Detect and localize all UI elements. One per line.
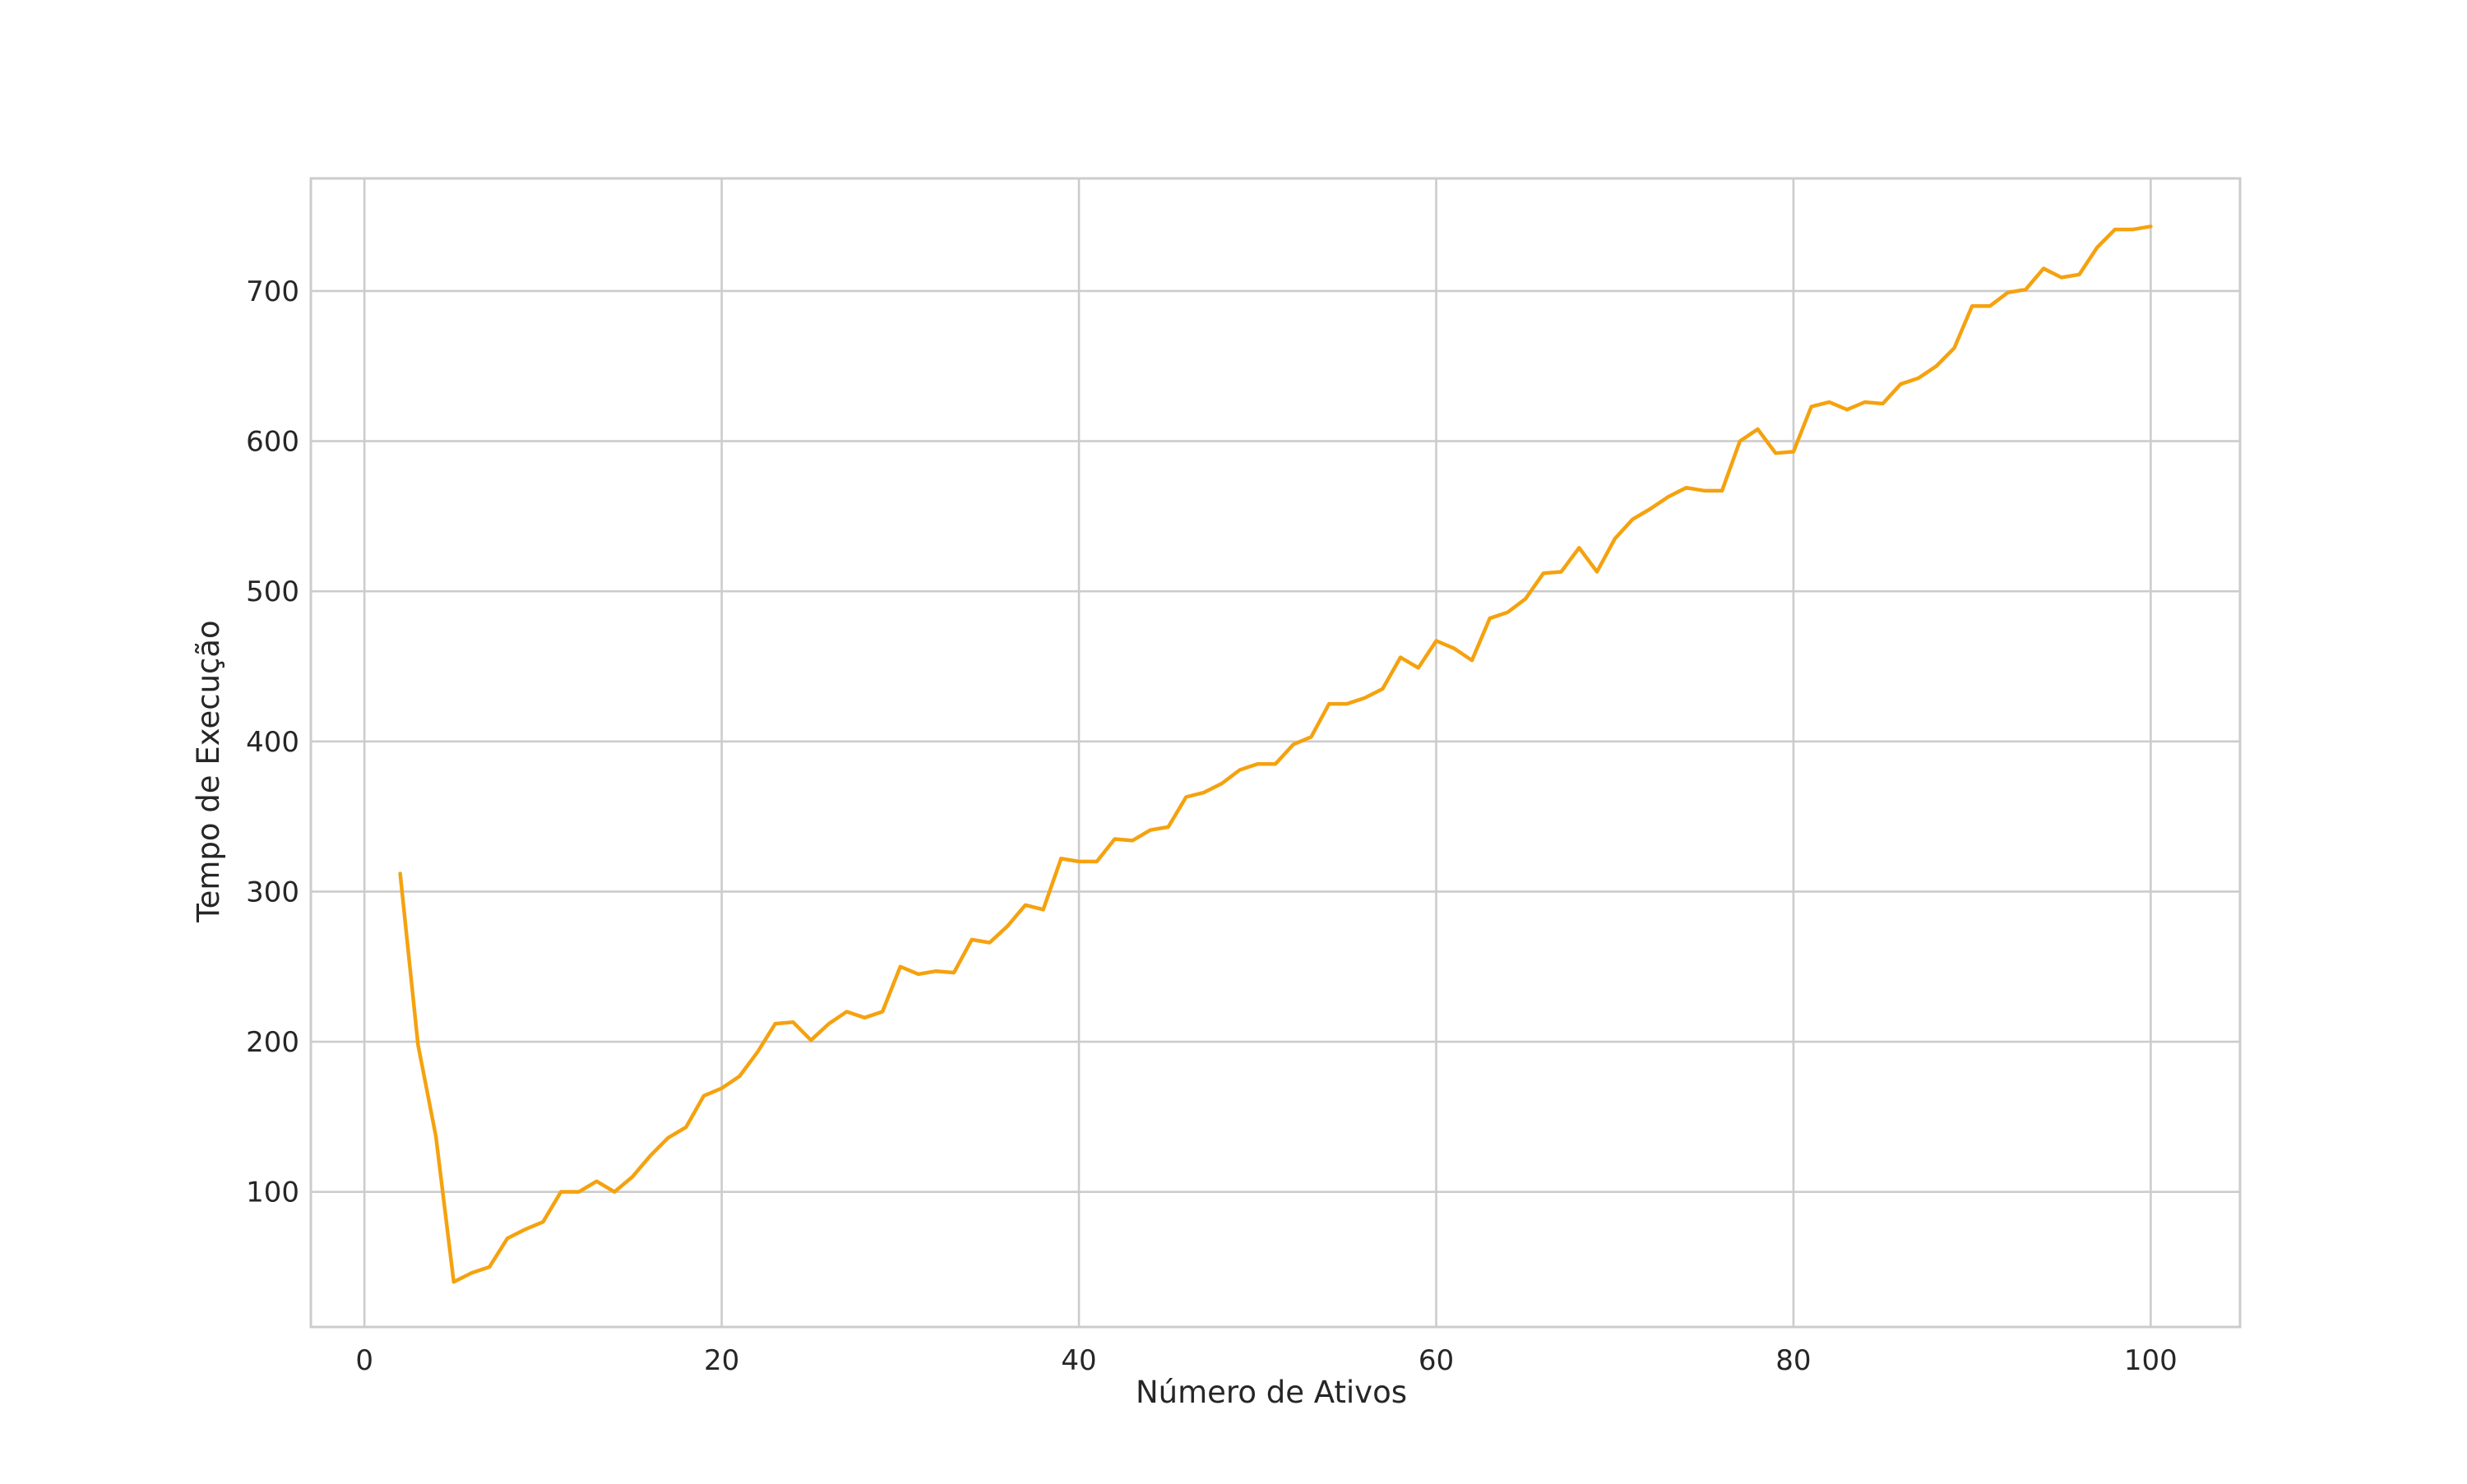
plot-frame bbox=[309, 177, 2242, 1329]
x-tick-label: 100 bbox=[2124, 1344, 2178, 1377]
y-tick-label: 300 bbox=[246, 876, 299, 908]
x-tick-labels: 0 20 40 60 80 100 bbox=[355, 1344, 2177, 1377]
x-axis-label: Número de Ativos bbox=[1136, 1375, 1407, 1410]
x-tick-label: 80 bbox=[1775, 1344, 1811, 1377]
horizontal-gridlines bbox=[311, 289, 2240, 1193]
y-tick-label: 100 bbox=[246, 1177, 299, 1209]
y-axis-label: Tempo de Execução bbox=[191, 620, 226, 922]
y-tick-label: 500 bbox=[246, 576, 299, 608]
x-tick-label: 60 bbox=[1419, 1344, 1454, 1377]
y-tick-label: 400 bbox=[246, 726, 299, 759]
series-layer bbox=[398, 224, 2153, 1284]
y-tick-label: 600 bbox=[246, 426, 299, 459]
x-tick-label: 20 bbox=[704, 1344, 739, 1377]
y-tick-label: 700 bbox=[246, 275, 299, 308]
y-tick-label: 200 bbox=[246, 1026, 299, 1059]
x-tick-label: 0 bbox=[355, 1344, 373, 1377]
x-tick-label: 40 bbox=[1061, 1344, 1096, 1377]
vertical-gridlines bbox=[363, 178, 2152, 1327]
y-tick-labels: 100 200 300 400 500 600 700 bbox=[246, 275, 299, 1209]
series-line-0 bbox=[398, 224, 2153, 1284]
